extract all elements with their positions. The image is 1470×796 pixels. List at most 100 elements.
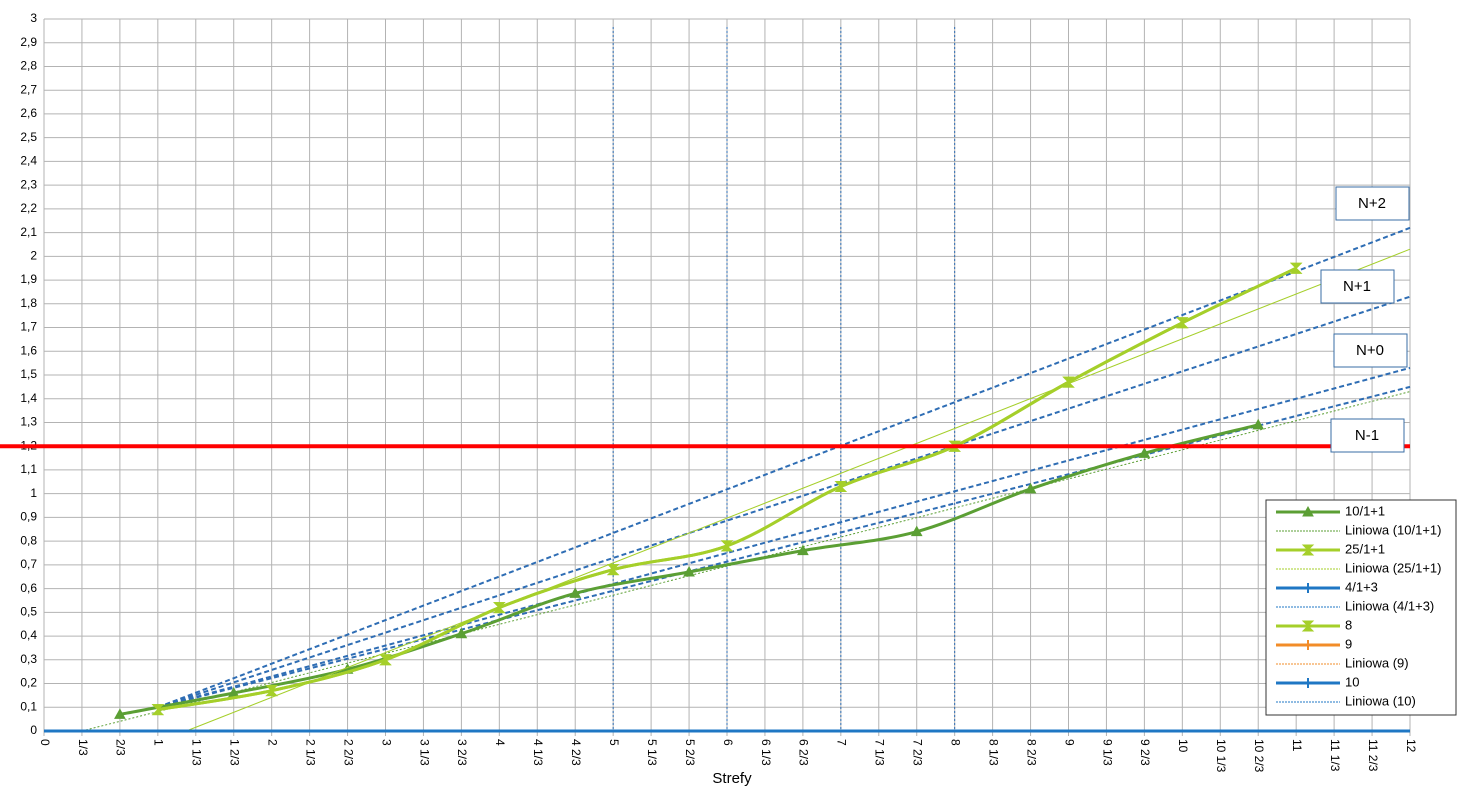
label-box <box>1333 333 1408 368</box>
reference-label: N+2 <box>1358 195 1386 212</box>
x-tick-label: 8 2/3 <box>1024 739 1038 766</box>
series-line <box>157 266 1297 712</box>
x-tick-label: 4 2/3 <box>569 739 583 766</box>
y-tick-label: 1 <box>30 486 37 500</box>
marker <box>1303 640 1313 650</box>
reference-label: N+0 <box>1356 342 1384 359</box>
label-box <box>1320 269 1395 304</box>
y-tick-label: 1,6 <box>20 343 37 357</box>
x-tick-label: 11 2/3 <box>1366 739 1380 772</box>
x-tick-label: 9 <box>1062 739 1076 746</box>
x-tick-label: 1 1/3 <box>190 739 204 766</box>
x-tick-label: 9 2/3 <box>1138 739 1152 766</box>
marker <box>683 565 695 577</box>
y-tick-label: 1,7 <box>20 320 37 334</box>
x-tick-label: 7 1/3 <box>873 739 887 766</box>
marker <box>1303 678 1313 688</box>
y-tick-label: 2,1 <box>20 225 37 239</box>
x-tick-label: 10 <box>1176 739 1190 753</box>
y-tick-label: 2,4 <box>20 154 37 168</box>
marker <box>379 654 392 666</box>
marker <box>1176 317 1189 329</box>
marker <box>910 525 923 537</box>
trend-line <box>81 391 1411 732</box>
legend-label: Liniowa (10) <box>1345 693 1416 708</box>
marker <box>1303 583 1313 593</box>
x-tick-label: 8 1/3 <box>986 739 1000 766</box>
y-tick-label: 0,4 <box>20 628 37 642</box>
x-tick-label: 7 <box>835 739 849 746</box>
y-tick-label: 0,9 <box>20 510 37 524</box>
marker <box>114 708 126 719</box>
x-tick-label: 7 2/3 <box>911 739 925 766</box>
x-tick-label: 11 1/3 <box>1328 739 1342 772</box>
x-tick-label: 4 1/3 <box>531 739 545 766</box>
legend-label: 4/1+3 <box>1345 579 1378 594</box>
x-tick-label: 10 2/3 <box>1252 739 1266 773</box>
reference-line <box>157 366 1411 709</box>
y-tick-label: 0,7 <box>20 557 37 571</box>
y-tick-label: 2,6 <box>20 106 37 120</box>
y-tick-label: 1,9 <box>20 272 37 286</box>
reference-label: N+1 <box>1343 278 1371 295</box>
y-tick-label: 0 <box>30 723 37 737</box>
reference-line <box>157 295 1411 709</box>
marker <box>1289 262 1303 274</box>
y-tick-label: 1,5 <box>20 367 37 381</box>
x-tick-label: 0 <box>38 739 52 746</box>
x-tick-label: 2 <box>265 739 279 746</box>
legend-label: Liniowa (10/1+1) <box>1345 522 1441 537</box>
marker <box>1062 376 1075 388</box>
y-tick-label: 2,9 <box>20 35 37 49</box>
legend-label: 8 <box>1345 617 1352 632</box>
x-tick-label: 5 1/3 <box>645 739 659 766</box>
marker <box>834 481 848 493</box>
x-tick-label: 4 <box>493 739 507 746</box>
marker <box>1301 544 1315 556</box>
y-tick-label: 0,2 <box>20 676 37 690</box>
x-tick-label: 8 <box>948 739 962 746</box>
x-tick-label: 1 <box>152 739 166 746</box>
marker <box>455 627 468 639</box>
y-tick-label: 2,8 <box>20 59 37 73</box>
y-tick-label: 0,8 <box>20 533 37 547</box>
trend-line <box>186 248 1411 732</box>
x-axis-label: Strefy <box>712 770 752 787</box>
marker <box>151 704 165 716</box>
label-box <box>1335 186 1410 221</box>
x-tick-label: 2/3 <box>114 739 128 756</box>
x-tick-label: 3 1/3 <box>417 739 431 766</box>
marker <box>1138 447 1151 458</box>
x-tick-label: 3 <box>379 739 393 746</box>
x-tick-label: 5 <box>607 739 621 746</box>
x-tick-label: 2 1/3 <box>303 739 317 766</box>
x-tick-label: 2 2/3 <box>341 739 355 766</box>
y-tick-label: 2,2 <box>20 201 37 215</box>
marker <box>569 587 582 598</box>
x-tick-label: 5 2/3 <box>683 739 697 766</box>
marker <box>1252 418 1265 430</box>
legend-label: Liniowa (25/1+1) <box>1345 560 1441 575</box>
y-tick-label: 0,1 <box>20 699 37 713</box>
marker <box>1302 505 1314 517</box>
marker <box>493 602 506 614</box>
x-tick-label: 12 <box>1404 739 1418 753</box>
legend-label: Liniowa (4/1+3) <box>1345 598 1434 613</box>
y-tick-label: 2 <box>30 249 37 263</box>
reference-line <box>157 226 1411 709</box>
y-tick-label: 1,8 <box>20 296 37 310</box>
x-tick-label: 11 <box>1290 739 1304 752</box>
x-tick-label: 1/3 <box>76 739 90 756</box>
y-tick-label: 3 <box>30 11 37 25</box>
y-tick-label: 0,5 <box>20 605 37 619</box>
legend-label: Liniowa (9) <box>1345 655 1409 670</box>
marker <box>720 540 734 552</box>
x-tick-label: 6 2/3 <box>797 739 811 766</box>
x-tick-label: 1 2/3 <box>228 739 242 766</box>
legend-label: 9 <box>1345 636 1352 651</box>
y-tick-label: 2,3 <box>20 177 37 191</box>
marker <box>797 544 809 556</box>
